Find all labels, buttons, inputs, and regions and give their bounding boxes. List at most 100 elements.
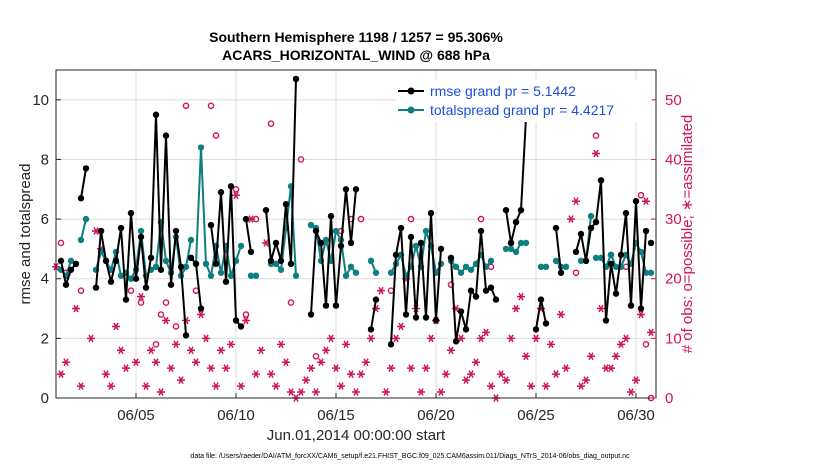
totalspread-point: [507, 245, 515, 253]
totalspread-point: [352, 269, 360, 276]
obs-assimilated-marker: [202, 334, 210, 343]
rmse-point: [147, 254, 155, 262]
rmse-point: [192, 260, 200, 268]
y-right-ticks: 0 10 20 30 40 50: [651, 92, 682, 407]
rmse-line: [370, 299, 377, 330]
obs-assimilated-marker: [447, 346, 455, 355]
rmse-point: [142, 284, 150, 291]
obs-assimilated-marker: [197, 310, 205, 319]
obs-possible-marker: [637, 191, 645, 199]
totalspread-point: [517, 239, 525, 247]
rmse-point: [397, 224, 405, 232]
legend-spread-marker: [407, 106, 415, 114]
rmse-point: [72, 260, 80, 268]
rmse-point: [332, 302, 340, 309]
rmse-point: [492, 296, 500, 303]
obs-assimilated-marker: [632, 376, 640, 384]
obs-assimilated-marker: [582, 376, 590, 384]
obs-assimilated-marker: [542, 382, 550, 390]
obs-possible-marker: [172, 323, 180, 330]
rmse-point: [432, 317, 440, 324]
rmse-point: [57, 257, 65, 265]
totalspread-point: [217, 269, 225, 276]
totalspread-point: [552, 257, 560, 265]
totalspread-point: [562, 263, 570, 270]
rmse-point: [322, 302, 330, 309]
x-tick-label: 06/25: [517, 407, 555, 424]
rmse-point: [222, 278, 230, 285]
rmse-point: [232, 317, 240, 324]
rmse-point: [312, 227, 320, 235]
rmse-point: [582, 257, 590, 265]
rmse-point: [627, 302, 635, 309]
obs-possible-marker: [242, 311, 250, 318]
obs-assimilated-marker: [337, 382, 345, 390]
obs-possible-marker: [232, 185, 240, 193]
obs-assimilated-marker: [117, 346, 125, 355]
obs-assimilated-marker: [642, 197, 650, 206]
rmse-point: [352, 186, 360, 193]
rmse-point: [137, 233, 145, 241]
rmse-point: [112, 257, 120, 265]
rmse-point: [557, 269, 565, 276]
obs-assimilated-marker: [162, 316, 170, 325]
obs-assimilated-marker: [112, 322, 120, 331]
obs-assimilated-marker: [587, 352, 595, 361]
rmse-point: [552, 224, 560, 232]
obs-assimilated-marker: [192, 358, 200, 367]
totalspread-point: [372, 269, 380, 276]
rmse-point: [452, 338, 460, 345]
obs-assimilated-marker: [357, 370, 365, 378]
totalspread-point: [342, 272, 350, 279]
totalspread-point: [387, 269, 395, 276]
rmse-point: [62, 281, 70, 288]
rmse-point: [392, 251, 400, 259]
obs-assimilated-marker: [367, 334, 375, 343]
rmse-point: [97, 227, 105, 235]
rmse-point: [117, 224, 125, 232]
rmse-point: [457, 308, 465, 315]
totalspread-point: [537, 263, 545, 270]
obs-assimilated-marker: [487, 382, 495, 390]
obs-assimilated-marker: [72, 304, 80, 313]
obs-possible-marker: [357, 215, 365, 223]
rmse-point: [572, 248, 580, 256]
obs-possible-marker: [57, 239, 65, 247]
obs-assimilated-marker: [427, 334, 435, 343]
obs-assimilated-marker: [467, 370, 475, 378]
obs-assimilated-marker: [87, 334, 95, 343]
totalspread-point: [67, 257, 75, 265]
obs-assimilated-marker: [342, 340, 350, 349]
obs-possible-marker: [642, 341, 650, 348]
x-axis-label: Jun.01,2014 00:00:00 start: [267, 427, 446, 444]
obs-assimilated-marker: [617, 340, 625, 349]
y-left-ticks: 0 2 4 6 8 10: [32, 92, 61, 407]
totalspread-point: [487, 257, 495, 265]
rmse-point: [577, 230, 585, 238]
rmse-point: [387, 341, 395, 348]
totalspread-point: [612, 263, 620, 270]
obs-assimilated-marker: [397, 322, 405, 331]
rmse-point: [592, 218, 600, 226]
totalspread-point: [577, 257, 585, 265]
rmse-line: [95, 113, 187, 336]
obs-assimilated-marker: [577, 382, 585, 390]
totalspread-point: [187, 236, 195, 244]
rmse-point: [477, 227, 485, 235]
rmse-point: [612, 290, 620, 297]
obs-assimilated-marker: [497, 370, 505, 378]
obs-assimilated-marker: [457, 334, 465, 343]
totalspread-point: [307, 221, 315, 229]
rmse-point: [537, 296, 545, 303]
rmse-point: [502, 206, 510, 214]
rmse-point: [372, 296, 380, 303]
obs-assimilated-marker: [317, 358, 325, 367]
rmse-point: [437, 245, 445, 253]
rmse-line: [80, 168, 87, 199]
legend-spread-label: totalspread grand pr = 4.4217: [430, 102, 614, 118]
obs-assimilated-marker: [322, 346, 330, 355]
obs-assimilated-marker: [557, 310, 565, 319]
totalspread-point: [77, 236, 85, 244]
rmse-point: [602, 317, 610, 324]
obs-assimilated-marker: [287, 388, 295, 396]
